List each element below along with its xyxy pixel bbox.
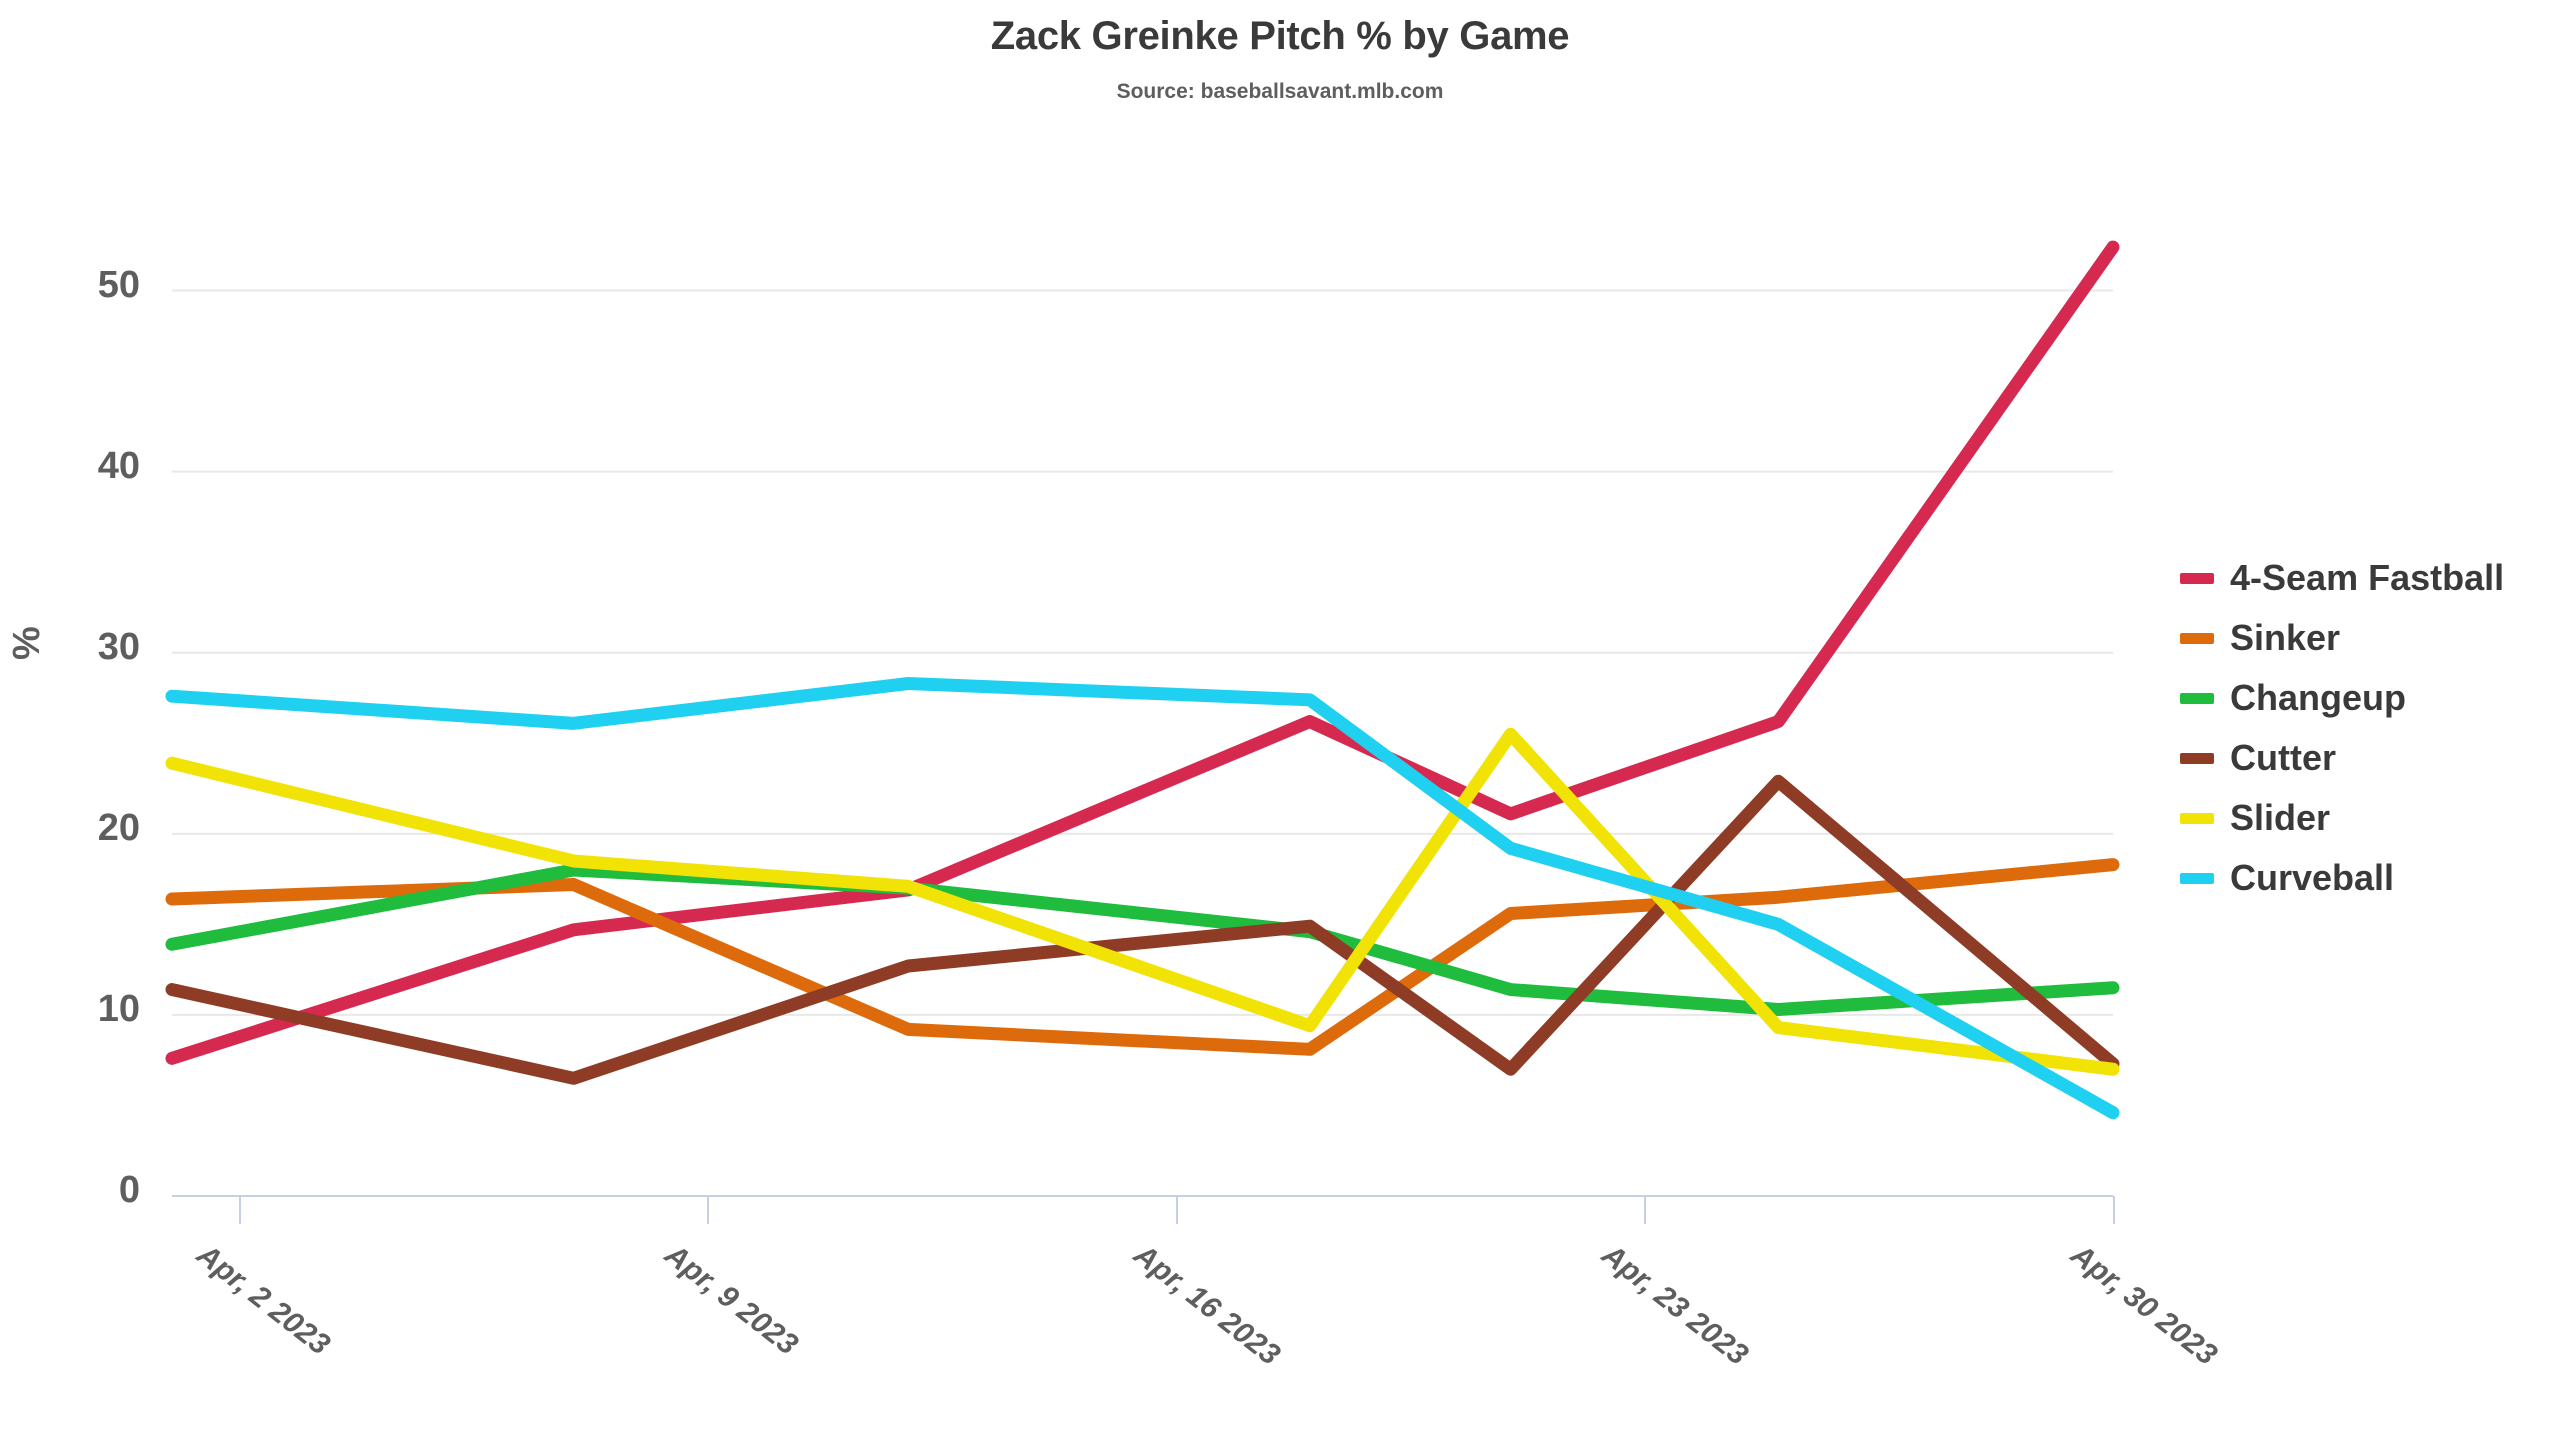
legend-item-label: Sinker xyxy=(2230,617,2341,658)
series-line-4-seam-fastball[interactable] xyxy=(165,240,2120,1065)
legend-swatch-icon xyxy=(2180,752,2214,764)
legend-item-label: 4-Seam Fastball xyxy=(2230,557,2505,598)
series-line-slider[interactable] xyxy=(165,727,2120,1076)
x-tick-mark xyxy=(707,1196,710,1224)
legend-swatch-icon xyxy=(2180,572,2214,584)
line-chart-svg xyxy=(165,240,2120,1197)
legend-swatch-icon xyxy=(2180,812,2214,824)
legend-swatch-icon xyxy=(2180,632,2214,644)
x-tick-label: Apr, 16 2023 xyxy=(1127,1238,1286,1372)
series-line-cutter[interactable] xyxy=(165,774,2120,1085)
y-tick-label: 50 xyxy=(97,263,140,306)
legend-item-slider[interactable]: Slider xyxy=(2180,788,2504,848)
x-tick-label: Apr, 9 2023 xyxy=(659,1238,805,1362)
legend-item-label: Slider xyxy=(2230,797,2331,838)
x-tick-mark xyxy=(238,1196,241,1224)
y-tick-label: 20 xyxy=(97,806,140,849)
legend-item-curveball[interactable]: Curveball xyxy=(2180,848,2504,908)
legend-item-label: Cutter xyxy=(2230,737,2336,778)
series-line-curveball[interactable] xyxy=(165,677,2120,1120)
y-tick-label: 40 xyxy=(97,444,140,487)
page-title: Zack Greinke Pitch % by Game xyxy=(990,14,1570,58)
x-tick-label: Apr, 2 2023 xyxy=(190,1238,336,1362)
legend-item-cutter[interactable]: Cutter xyxy=(2180,728,2504,788)
y-tick-label: 0 xyxy=(118,1169,140,1211)
y-tick-label: 10 xyxy=(97,987,140,1030)
legend-swatch-icon xyxy=(2180,692,2214,704)
legend-item-changeup[interactable]: Changeup xyxy=(2180,668,2504,728)
chart-legend: 4-Seam Fastball Sinker Changeup Cutter Slide… xyxy=(2180,548,2504,908)
legend-swatch-icon xyxy=(2180,872,2214,884)
legend-item-label: Curveball xyxy=(2230,857,2395,898)
x-tick-mark xyxy=(1644,1196,1647,1224)
series-line-sinker[interactable] xyxy=(165,858,2120,1056)
chart-subtitle-source: Source: baseballsavant.mlb.com xyxy=(1116,80,1444,103)
legend-item-sinker[interactable]: Sinker xyxy=(2180,608,2504,668)
x-tick-label: Apr, 30 2023 xyxy=(2064,1238,2224,1372)
y-tick-label: 30 xyxy=(97,625,140,668)
x-tick-mark xyxy=(1175,1196,1178,1224)
x-tick-label: Apr, 23 2023 xyxy=(1596,1238,1755,1372)
x-tick-mark xyxy=(2113,1196,2115,1224)
plot-area xyxy=(165,200,2120,1197)
legend-item-4-seam-fastball[interactable]: 4-Seam Fastball xyxy=(2180,548,2504,608)
legend-item-label: Changeup xyxy=(2230,677,2406,718)
